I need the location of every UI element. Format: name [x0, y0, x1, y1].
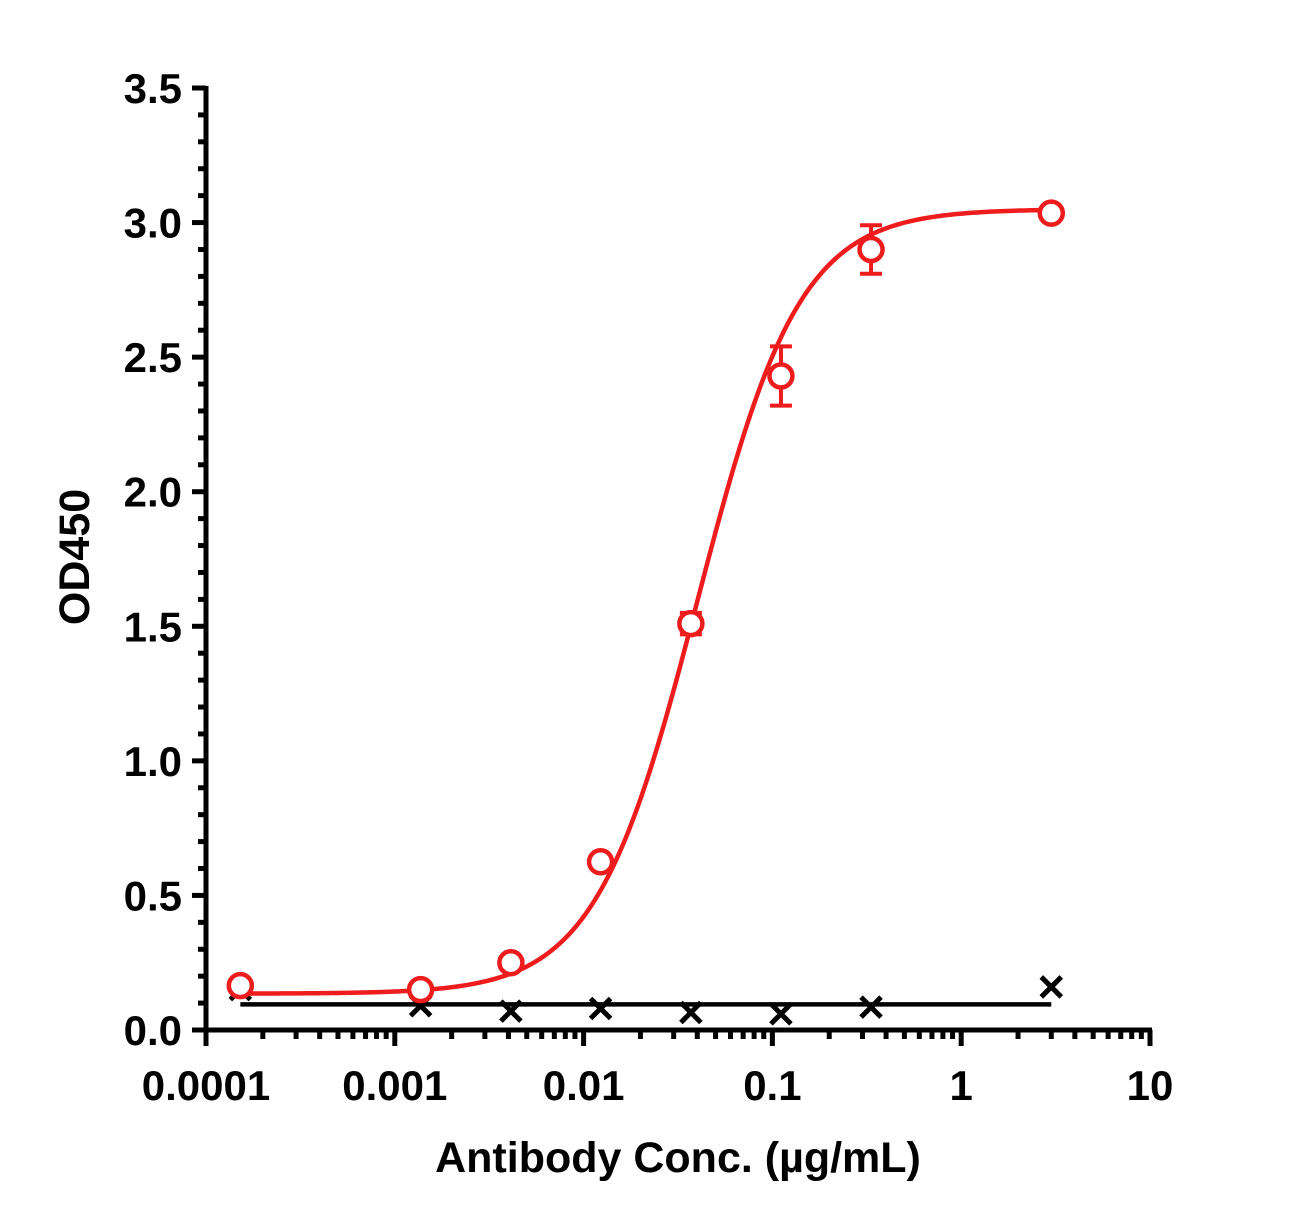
series1-fit-curve — [240, 207, 1052, 996]
y-tick-label: 3.0 — [124, 200, 182, 247]
series2-point-stroke — [1039, 975, 1064, 999]
y-tick-label: 1.5 — [124, 603, 182, 650]
y-tick-label: 3.5 — [124, 65, 182, 112]
series2-point-stroke — [588, 996, 613, 1021]
series1-point — [677, 609, 705, 638]
series1-point — [406, 975, 435, 1004]
y-tick-label: 0.0 — [124, 1007, 182, 1054]
series1-point — [857, 235, 885, 264]
series1-point — [767, 362, 795, 390]
series2-point — [769, 1002, 793, 1026]
series2-point-stroke — [499, 999, 523, 1023]
series1-point — [1037, 199, 1066, 227]
x-tick-label: 0.001 — [342, 1062, 447, 1109]
series2-point — [679, 1000, 703, 1025]
series1-point — [226, 971, 255, 1000]
y-axis-label: OD450 — [51, 489, 99, 625]
series1-point — [586, 848, 615, 876]
plot-area — [226, 199, 1066, 1026]
series2-point — [859, 995, 883, 1019]
series2-point — [1039, 975, 1064, 999]
x-tick-label: 1 — [950, 1062, 973, 1109]
series2-point-stroke — [859, 995, 883, 1019]
x-tick-label: 10 — [1127, 1062, 1174, 1109]
axes: 0.0 0.5 1.0 1.5 2.0 2.5 3.0 3.5 0.0001 0.001 0.01 0… — [124, 65, 1174, 1109]
series2-point-stroke — [769, 1002, 793, 1026]
series2-point — [499, 999, 523, 1023]
series2-point — [588, 996, 613, 1021]
y-tick-label: 1.0 — [124, 738, 182, 785]
x-tick-label: 0.1 — [743, 1062, 801, 1109]
x-tick-label: 0.01 — [543, 1062, 625, 1109]
series1-point — [497, 948, 525, 977]
y-tick-label: 2.0 — [124, 469, 182, 516]
y-tick-label: 0.5 — [124, 872, 182, 919]
series2-point-stroke — [679, 1000, 703, 1025]
x-axis-label: Antibody Conc. (µg/mL) — [435, 1134, 921, 1182]
y-tick-label: 2.5 — [124, 334, 182, 381]
x-tick-label: 0.0001 — [142, 1062, 270, 1109]
